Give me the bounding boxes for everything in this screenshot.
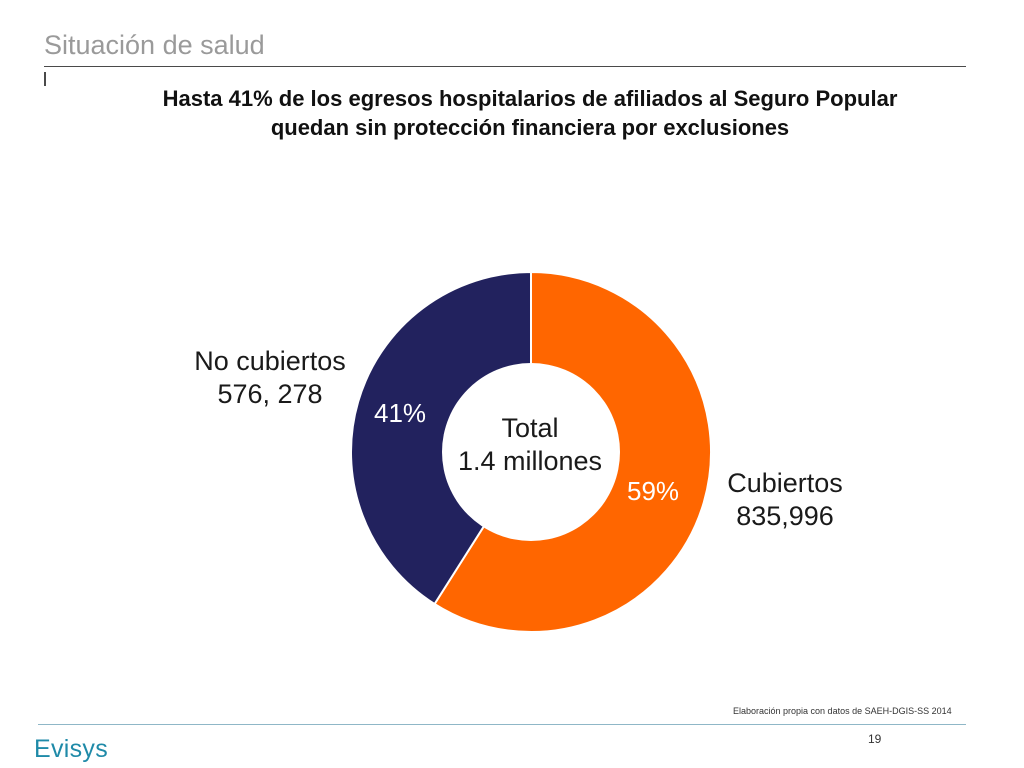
label-cubiertos: Cubiertos 835,996 (690, 467, 880, 533)
logo-text: Evisys (34, 734, 109, 763)
donut-hole (442, 363, 620, 541)
label-no-cubiertos-name: No cubiertos (194, 346, 346, 376)
percent-label-cubiertos: 59% (627, 476, 680, 506)
header-divider (44, 66, 966, 67)
source-note: Elaboración propia con datos de SAEH-DGI… (733, 706, 952, 716)
center-total-value: 1.4 millones (457, 446, 603, 476)
chart-title-line-2: quedan sin protección financiera por exc… (270, 115, 790, 140)
chart-title-line-1: Hasta 41% de los egresos hospitalarios d… (162, 86, 898, 111)
donut-center-label: Total 1.4 millones (430, 412, 630, 478)
chart-title: Hasta 41% de los egresos hospitalarios d… (80, 84, 980, 142)
label-no-cubiertos-value: 576, 278 (217, 379, 323, 409)
page-number: 19 (868, 732, 882, 746)
label-no-cubiertos: No cubiertos 576, 278 (170, 345, 370, 411)
footer-divider (38, 724, 966, 725)
label-cubiertos-value: 835,996 (736, 501, 834, 531)
page-title: Situación de salud (44, 30, 265, 60)
percent-label-no-cubiertos: 41% (374, 398, 427, 428)
center-total: Total (501, 413, 559, 443)
label-cubiertos-name: Cubiertos (727, 468, 843, 498)
evisys-logo: Evisys (34, 734, 108, 764)
header-tick (44, 72, 46, 86)
